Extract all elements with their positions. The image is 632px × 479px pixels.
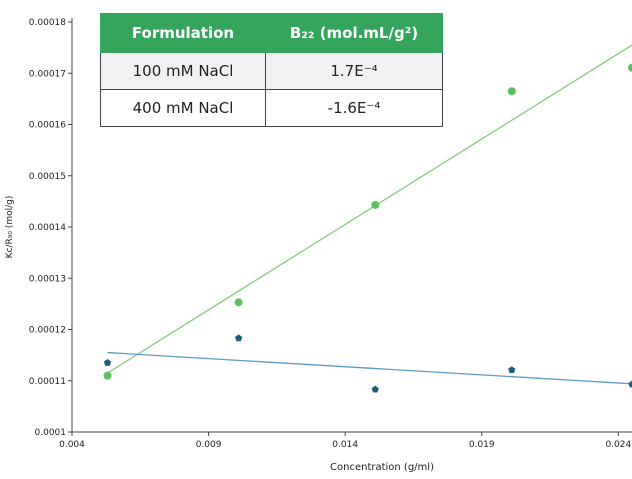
y-tick-label: 0.00013 bbox=[29, 274, 66, 284]
x-tick-labels: 0.004 0.009 0.014 0.019 0.024 bbox=[59, 432, 631, 450]
data-point-series-2 bbox=[628, 380, 632, 388]
trendlines bbox=[107, 44, 632, 385]
data-points bbox=[103, 63, 632, 393]
trendline-series-2 bbox=[107, 351, 632, 385]
y-tick-label: 0.00012 bbox=[29, 326, 66, 336]
x-tick-label: 0.004 bbox=[59, 440, 85, 450]
x-tick-label: 0.009 bbox=[196, 440, 222, 450]
table-cell-formulation: 400 mM NaCl bbox=[100, 89, 266, 127]
x-axis-title: Concentration (g/ml) bbox=[330, 462, 434, 473]
y-tick-label: 0.00015 bbox=[29, 172, 66, 182]
table-header-b22: B₂₂ (mol.mL/g²) bbox=[265, 13, 443, 53]
table-header-row: Formulation B₂₂ (mol.mL/g²) bbox=[100, 13, 443, 53]
x-tick-label: 0.019 bbox=[469, 440, 495, 450]
data-point-series-2 bbox=[508, 366, 516, 374]
y-tick-label: 0.0001 bbox=[35, 428, 67, 438]
table-cell-b22: -1.6E⁻⁴ bbox=[265, 89, 443, 127]
y-tick-labels: 0.0001 0.00011 0.00012 0.00013 0.00014 0.0001… bbox=[29, 18, 72, 438]
table-header-formulation: Formulation bbox=[100, 13, 266, 53]
table-row: 400 mM NaCl -1.6E⁻⁴ bbox=[100, 89, 443, 127]
y-tick-label: 0.00016 bbox=[29, 121, 66, 131]
data-point-series-1 bbox=[371, 200, 380, 209]
table-row: 100 mM NaCl 1.7E⁻⁴ bbox=[100, 52, 443, 90]
data-point-series-2 bbox=[235, 334, 243, 342]
table-cell-b22: 1.7E⁻⁴ bbox=[265, 52, 443, 90]
y-tick-label: 0.00014 bbox=[29, 223, 66, 233]
data-point-series-1 bbox=[507, 87, 516, 96]
axes bbox=[71, 18, 632, 433]
data-point-series-1 bbox=[628, 63, 632, 72]
x-tick-label: 0.014 bbox=[332, 440, 358, 450]
y-axis-title: Kc/R₉₀ (mol/g) bbox=[5, 196, 15, 259]
b22-legend-table: Formulation B₂₂ (mol.mL/g²) 100 mM NaCl … bbox=[100, 13, 443, 127]
y-tick-label: 0.00018 bbox=[29, 18, 66, 28]
y-tick-label: 0.00011 bbox=[29, 377, 66, 387]
table-cell-formulation: 100 mM NaCl bbox=[100, 52, 266, 90]
data-point-series-2 bbox=[103, 359, 112, 366]
y-tick-label: 0.00017 bbox=[29, 69, 66, 79]
trendline-series-1 bbox=[107, 44, 632, 374]
data-point-series-1 bbox=[234, 298, 243, 307]
data-point-series-2 bbox=[371, 385, 379, 393]
data-point-series-1 bbox=[103, 371, 112, 380]
x-tick-label: 0.024 bbox=[605, 440, 631, 450]
